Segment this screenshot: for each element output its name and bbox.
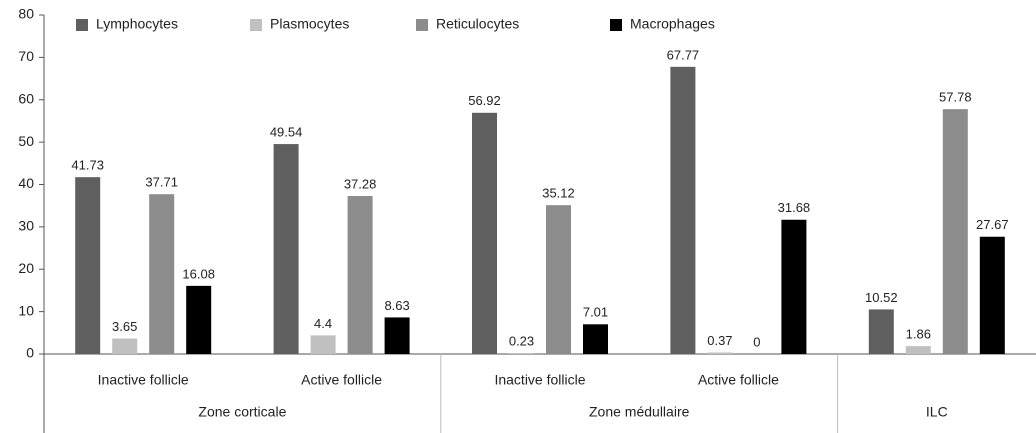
value-label: 8.63	[384, 298, 409, 313]
y-tick-label: 50	[18, 133, 34, 149]
bar	[310, 335, 336, 354]
bar	[149, 194, 175, 354]
bar	[112, 338, 138, 354]
bar	[186, 285, 212, 354]
value-label: 10.52	[865, 290, 898, 305]
value-label: 4.4	[314, 316, 332, 331]
value-label: 0.23	[509, 333, 534, 348]
y-tick-label: 70	[18, 48, 34, 64]
value-label: 16.08	[182, 266, 215, 281]
group-label: Zone corticale	[198, 404, 286, 420]
x-tick-label: Active follicle	[301, 372, 382, 388]
bar	[546, 205, 571, 354]
bar	[384, 317, 410, 354]
group-label: ILC	[926, 404, 948, 420]
value-label: 31.68	[778, 200, 811, 215]
y-tick-label: 10	[18, 302, 34, 318]
y-tick-label: 40	[18, 175, 34, 191]
legend-label: Macrophages	[630, 16, 715, 32]
bar	[347, 196, 373, 354]
bar	[979, 236, 1005, 354]
value-label: 56.92	[468, 93, 501, 108]
value-label: 7.01	[583, 305, 608, 320]
bar	[707, 352, 733, 354]
value-label: 57.78	[939, 90, 972, 105]
legend-swatch	[250, 19, 262, 31]
value-label: 67.77	[667, 47, 700, 62]
legend-label: Reticulocytes	[436, 16, 519, 32]
legend-swatch	[610, 19, 622, 31]
value-label: 37.71	[145, 175, 178, 190]
bar	[273, 144, 299, 354]
legend-swatch	[416, 19, 428, 31]
x-tick-label: Inactive follicle	[98, 372, 189, 388]
value-label: 1.86	[906, 327, 931, 342]
value-label: 41.73	[71, 158, 104, 173]
bar	[670, 66, 696, 355]
value-label: 0.37	[707, 333, 732, 348]
bar	[942, 109, 968, 354]
bar	[75, 177, 101, 354]
legend-label: Plasmocytes	[270, 16, 349, 32]
x-tick-label: Active follicle	[698, 372, 779, 388]
group-label: Zone médullaire	[589, 404, 690, 420]
value-label: 49.54	[270, 125, 303, 140]
bar	[509, 353, 534, 354]
legend-swatch	[76, 19, 88, 31]
value-label: 3.65	[112, 319, 137, 334]
x-tick-label: Inactive follicle	[494, 372, 585, 388]
y-tick-label: 60	[18, 90, 34, 106]
bar	[868, 309, 894, 354]
y-tick-label: 80	[18, 6, 34, 22]
value-label: 27.67	[976, 217, 1009, 232]
value-label: 35.12	[542, 186, 575, 201]
y-tick-label: 30	[18, 218, 34, 234]
bar	[472, 112, 497, 354]
value-label: 37.28	[344, 176, 377, 191]
bar	[583, 324, 608, 354]
legend-label: Lymphocytes	[96, 16, 178, 32]
y-tick-label: 20	[18, 260, 34, 276]
bar	[905, 346, 931, 354]
value-label: 0	[753, 334, 760, 349]
bar	[781, 219, 807, 354]
y-tick-label: 0	[26, 345, 34, 361]
